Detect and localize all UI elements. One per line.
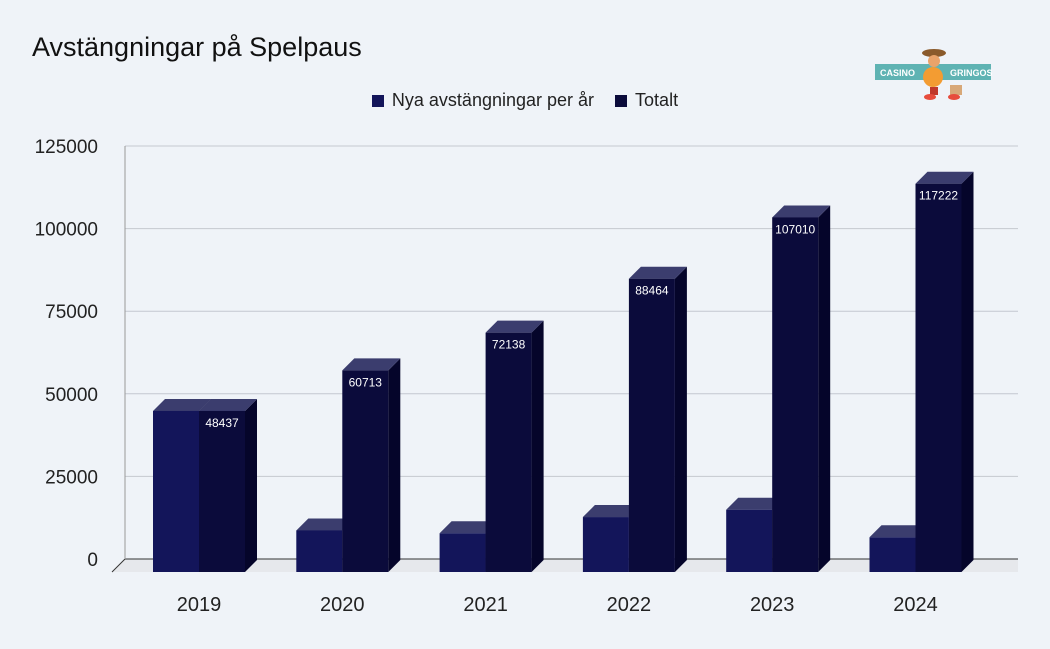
x-tick-label: 2019 [177,594,222,616]
y-tick-label: 125000 [35,137,98,158]
bar-side [674,266,687,572]
bar-top [628,266,687,279]
bar-nya [869,537,916,572]
bar-top [869,525,928,538]
x-tick-label: 2021 [463,594,508,616]
y-tick-label: 50000 [45,385,98,406]
bar-side [961,171,974,572]
legend-item-totalt: Totalt [615,90,678,111]
x-tick-label: 2022 [607,594,652,616]
legend-label: Totalt [635,90,679,110]
bar-totalt [628,278,675,572]
bar-top [915,171,974,184]
bar-totalt [485,332,532,572]
data-label: 117222 [919,189,958,203]
bar-top [296,518,355,531]
legend-swatch [371,94,384,107]
data-label: 48437 [205,416,239,430]
legend: Nya avstängningar per år Totalt [0,90,1050,112]
bar-top [199,398,257,411]
bar-top [439,521,498,534]
data-label: 72138 [492,338,526,352]
bar-side [388,358,401,572]
y-tick-label: 100000 [35,220,98,241]
y-tick-label: 0 [87,550,98,571]
bar-nya [153,410,199,572]
bar-top [772,205,831,218]
bar-nya [439,533,486,572]
bar-top [726,497,785,510]
data-label: 107010 [775,222,815,236]
bar-side [531,320,544,572]
chart-title: Avstängningar på Spelpaus [32,32,362,62]
y-tick-label: 75000 [45,302,98,323]
bar-totalt [915,183,962,572]
bar-side [818,205,831,572]
legend-label: Nya avstängningar per år [391,90,595,110]
bar-totalt [772,217,819,572]
bar-top [342,358,401,371]
svg-text:CASINO: CASINO [880,68,915,78]
bar-totalt [342,370,389,572]
bar-nya [582,517,629,572]
data-label: 60713 [349,375,383,389]
legend-swatch [615,94,628,107]
x-tick-label: 2020 [320,594,365,616]
casino-gringos-logo: CASINO GRINGOS [875,49,993,100]
bar-totalt [199,410,245,572]
x-tick-label: 2024 [893,594,938,616]
axis-corner [111,558,126,573]
bar-top [582,505,641,518]
data-label: 88464 [635,284,669,298]
y-tick-label: 25000 [45,467,98,488]
x-tick-label: 2023 [750,594,795,616]
bar-nya [726,509,773,572]
bar-side [245,398,257,572]
bar-top [153,398,211,411]
legend-item-nya: Nya avstängningar per år [371,90,595,111]
svg-text:GRINGOS: GRINGOS [950,68,993,78]
bar-nya [296,530,343,572]
bar-top [485,320,544,333]
